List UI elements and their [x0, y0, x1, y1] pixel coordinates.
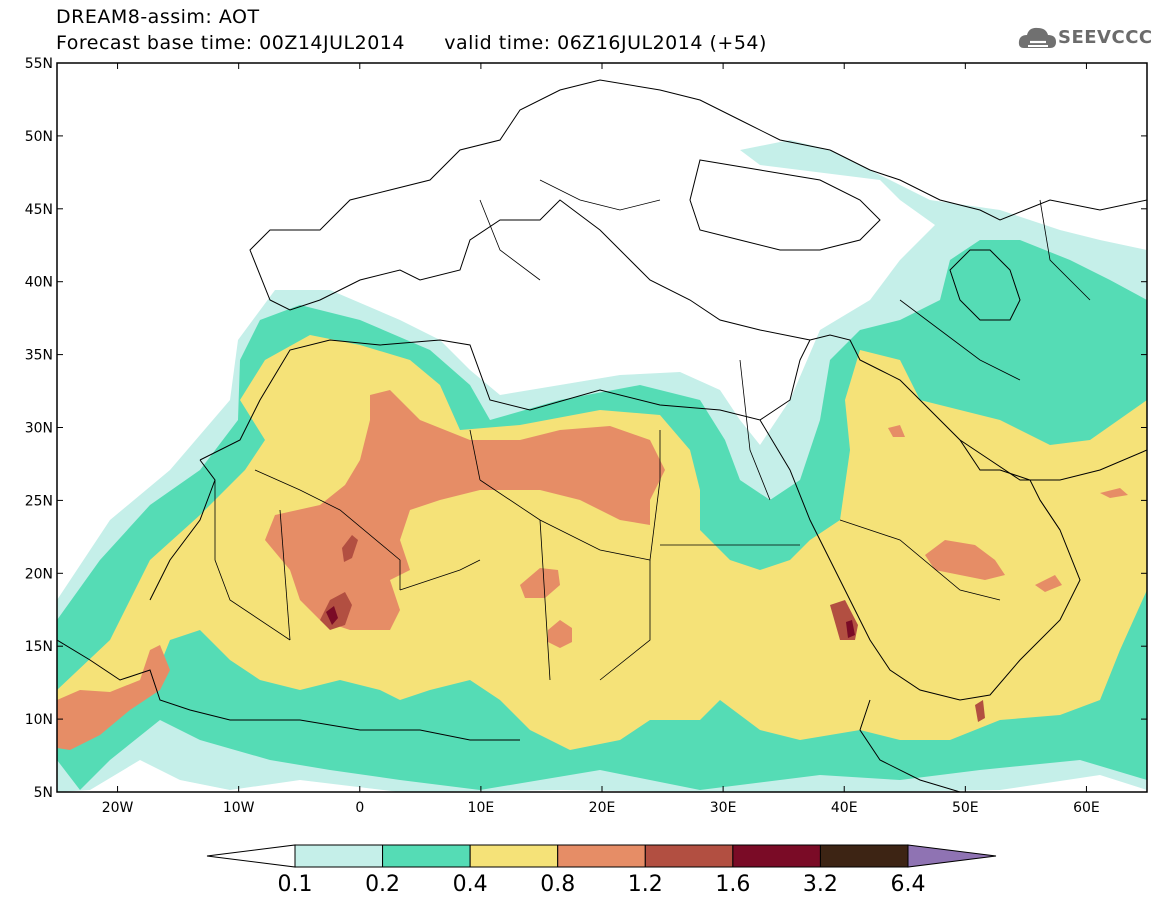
- map-title: DREAM8-assim: AOT: [56, 6, 260, 28]
- colorbar-level-label: 0.2: [365, 872, 400, 897]
- lat-tick-label: 40N: [25, 275, 53, 291]
- colorbar: 0.1 0.2 0.4 0.8 1.2 1.6 3.2 6.4: [206, 844, 997, 897]
- colorbar-box: [644, 844, 734, 868]
- lon-tick-label: 20W: [102, 800, 134, 816]
- lat-tick-label: 35N: [25, 348, 53, 364]
- aot-band-0.8: [925, 540, 1005, 580]
- country-borders: [214, 179, 1091, 681]
- colorbar-under-triangle: [206, 844, 296, 868]
- lat-tick-label: 15N: [25, 639, 53, 655]
- lat-tick-label: 10N: [25, 712, 53, 728]
- lon-tick-label: 50E: [952, 800, 979, 816]
- coastlines: [57, 79, 1147, 792]
- valid-time-label: valid time: 06Z16JUL2014 (+54): [444, 32, 767, 54]
- colorbar-over-triangle: [907, 844, 997, 868]
- logo-text: SEEVCCC: [1058, 27, 1153, 48]
- lat-tick-label: 20N: [25, 566, 53, 582]
- colorbar-level-label: 0.8: [540, 872, 575, 897]
- aot-band-1.6: [846, 620, 855, 638]
- lat-tick-label: 50N: [25, 129, 53, 145]
- colorbar-box: [819, 844, 909, 868]
- colorbar-level-label: 6.4: [891, 872, 926, 897]
- lat-tick-label: 30N: [25, 421, 53, 437]
- colorbar-level-label: 3.2: [803, 872, 838, 897]
- colorbar-box: [382, 844, 471, 868]
- lon-tick-label: 0: [355, 800, 364, 816]
- base-time-label: Forecast base time: 00Z14JUL2014: [56, 32, 405, 54]
- latitude-axis: 55N 50N 45N 40N 35N 30N 25N 20N 15N 10N 5N: [25, 56, 1147, 801]
- aot-band-0.8: [1100, 488, 1128, 498]
- colorbar-box: [469, 844, 559, 868]
- colorbar-box: [732, 844, 821, 868]
- aot-band-0.8: [57, 645, 170, 750]
- aot-band-0.8: [520, 568, 560, 598]
- colorbar-level-label: 0.1: [278, 872, 313, 897]
- lat-tick-label: 5N: [34, 785, 53, 801]
- colorbar-level-label: 0.4: [453, 872, 488, 897]
- aot-band-1.2: [975, 700, 985, 722]
- aot-band-0.8: [265, 390, 665, 630]
- longitude-axis: 20W 10W 0 10E 20E 30E 40E 50E 60E: [102, 63, 1100, 816]
- aot-band-0.8: [1035, 575, 1062, 592]
- lon-tick-label: 10W: [223, 800, 255, 816]
- lat-tick-label: 25N: [25, 493, 53, 509]
- lon-tick-label: 60E: [1073, 800, 1100, 816]
- lat-tick-label: 45N: [25, 202, 53, 218]
- lon-tick-label: 40E: [831, 800, 858, 816]
- aot-band-1.2: [320, 592, 352, 630]
- cloud-logo-icon: [1018, 27, 1056, 48]
- colorbar-level-label: 1.2: [628, 872, 663, 897]
- aot-band-0.8: [548, 620, 572, 648]
- colorbar-box: [294, 844, 384, 868]
- lon-tick-label: 10E: [468, 800, 495, 816]
- time-info: Forecast base time: 00Z14JUL2014 valid t…: [56, 32, 767, 54]
- lat-tick-label: 55N: [25, 56, 53, 72]
- aot-band-1.6: [326, 606, 338, 625]
- colorbar-level-label: 1.6: [715, 872, 750, 897]
- colorbar-box: [557, 844, 646, 868]
- aot-field: [57, 79, 1147, 792]
- lon-tick-label: 30E: [710, 800, 737, 816]
- aot-band-1.2: [342, 535, 358, 562]
- lon-tick-label: 20E: [589, 800, 616, 816]
- aot-band-0.8: [888, 425, 905, 437]
